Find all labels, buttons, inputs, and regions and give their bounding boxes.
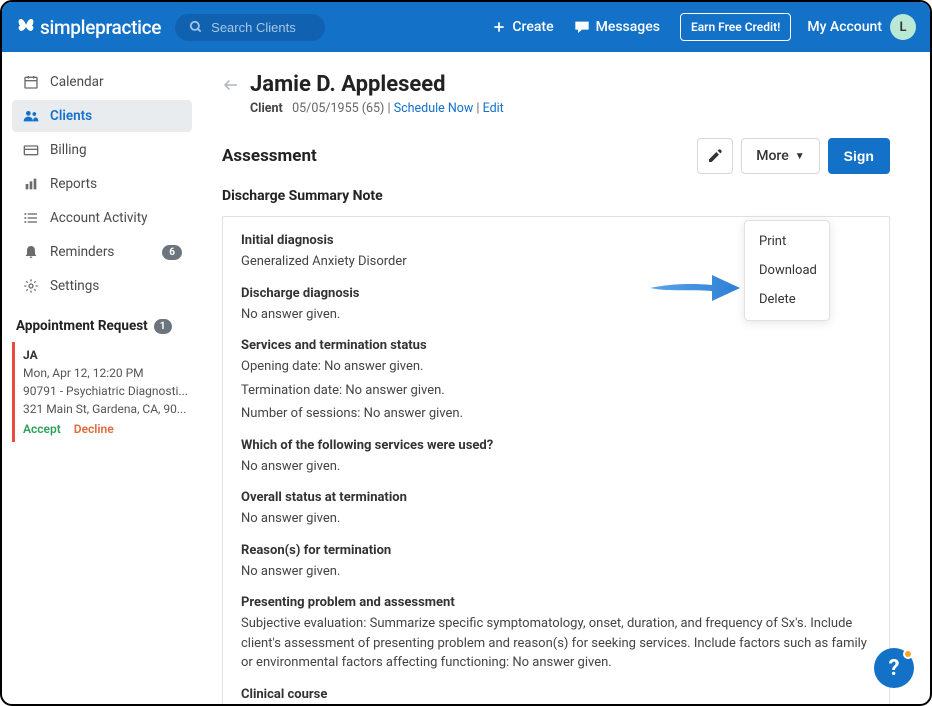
topbar: simplepractice Create Messages Earn Free…	[2, 2, 930, 52]
appointment-request-count: 1	[154, 319, 172, 334]
caret-down-icon: ▼	[795, 151, 805, 162]
appt-datetime: Mon, Apr 12, 12:20 PM	[23, 364, 192, 382]
field-value: No answer given.	[241, 562, 871, 582]
account-label: My Account	[807, 19, 882, 35]
sidebar-item-settings[interactable]: Settings	[12, 270, 192, 302]
sidebar-item-clients[interactable]: Clients	[12, 100, 192, 132]
field-value: No answer given.	[241, 457, 871, 477]
schedule-now-link[interactable]: Schedule Now	[394, 101, 474, 116]
sidebar-item-calendar[interactable]: Calendar	[12, 66, 192, 98]
sidebar-item-billing[interactable]: Billing	[12, 134, 192, 166]
nav-label: Clients	[50, 108, 92, 124]
sign-button[interactable]: Sign	[828, 138, 890, 174]
plus-icon	[492, 20, 506, 34]
sidebar-item-reminders[interactable]: Reminders 6	[12, 236, 192, 268]
nav-label: Billing	[50, 142, 87, 158]
field-value: Opening date: No answer given.	[241, 357, 871, 377]
create-label: Create	[512, 19, 553, 35]
field-label: Presenting problem and assessment	[241, 595, 871, 610]
brand-logo[interactable]: simplepractice	[16, 16, 161, 39]
appointment-request-card[interactable]: JA Mon, Apr 12, 12:20 PM 90791 - Psychia…	[12, 342, 192, 442]
bell-icon	[22, 243, 40, 261]
create-button[interactable]: Create	[492, 19, 553, 35]
nav-label: Reminders	[50, 244, 114, 260]
menu-delete[interactable]: Delete	[745, 285, 829, 314]
arrow-right-icon	[650, 270, 740, 306]
field-label: Clinical course	[241, 687, 871, 702]
nav-label: Settings	[50, 278, 99, 294]
reminders-badge: 6	[162, 245, 182, 260]
field-value: Subjective evaluation: Summarize specifi…	[241, 614, 871, 673]
menu-download[interactable]: Download	[745, 256, 829, 285]
butterfly-icon	[16, 19, 36, 35]
messages-button[interactable]: Messages	[574, 19, 660, 35]
back-arrow[interactable]	[222, 76, 240, 98]
field-label: Which of the following services were use…	[241, 438, 871, 453]
nav-label: Calendar	[50, 74, 104, 90]
client-subline: Client 05/05/1955 (65) | Schedule Now | …	[250, 101, 504, 116]
gear-icon	[22, 277, 40, 295]
search-container[interactable]	[175, 14, 325, 41]
field-value: No answer given.	[241, 509, 871, 529]
callout-arrow	[650, 270, 740, 310]
help-fab[interactable]: ?	[874, 648, 914, 688]
edit-client-link[interactable]: Edit	[483, 101, 504, 116]
more-dropdown: Print Download Delete	[744, 220, 830, 321]
nav-label: Reports	[50, 176, 97, 192]
account-menu[interactable]: My Account L	[807, 14, 916, 40]
list-icon	[22, 209, 40, 227]
document-title: Discharge Summary Note	[222, 188, 890, 204]
sidebar-item-account-activity[interactable]: Account Activity	[12, 202, 192, 234]
more-button[interactable]: More ▼	[741, 138, 819, 174]
appointment-request-heading: Appointment Request 1	[12, 304, 192, 342]
main-content: Jamie D. Appleseed Client 05/05/1955 (65…	[202, 52, 930, 704]
client-name: Jamie D. Appleseed	[250, 72, 504, 97]
search-icon	[189, 20, 203, 34]
question-icon: ?	[889, 656, 900, 681]
field-label: Overall status at termination	[241, 490, 871, 505]
chat-icon	[574, 20, 590, 34]
search-input[interactable]	[211, 20, 311, 35]
nav-label: Account Activity	[50, 210, 148, 226]
menu-print[interactable]: Print	[745, 227, 829, 256]
chart-icon	[22, 175, 40, 193]
notification-dot	[903, 649, 913, 659]
appt-cpt: 90791 - Psychiatric Diagnosti...	[23, 382, 188, 400]
decline-button[interactable]: Decline	[74, 422, 114, 436]
field-label: Services and termination status	[241, 338, 871, 353]
avatar: L	[890, 14, 916, 40]
sidebar-item-reports[interactable]: Reports	[12, 168, 192, 200]
section-title: Assessment	[222, 146, 697, 166]
people-icon	[22, 107, 40, 125]
messages-label: Messages	[596, 19, 660, 35]
edit-button[interactable]	[697, 138, 733, 174]
brand-text: simplepractice	[40, 16, 161, 39]
pencil-icon	[707, 148, 723, 164]
calendar-icon	[22, 73, 40, 91]
appt-initials: JA	[23, 346, 192, 364]
field-value: Termination date: No answer given.	[241, 381, 871, 401]
accept-button[interactable]: Accept	[23, 422, 61, 436]
arrow-left-icon	[222, 76, 240, 94]
field-label: Reason(s) for termination	[241, 543, 871, 558]
appt-address: 321 Main St, Gardena, CA, 90...	[23, 400, 188, 418]
earn-credit-button[interactable]: Earn Free Credit!	[680, 13, 791, 41]
card-icon	[22, 141, 40, 159]
sidebar: Calendar Clients Billing Reports Account…	[2, 52, 202, 704]
field-value: Number of sessions: No answer given.	[241, 404, 871, 424]
